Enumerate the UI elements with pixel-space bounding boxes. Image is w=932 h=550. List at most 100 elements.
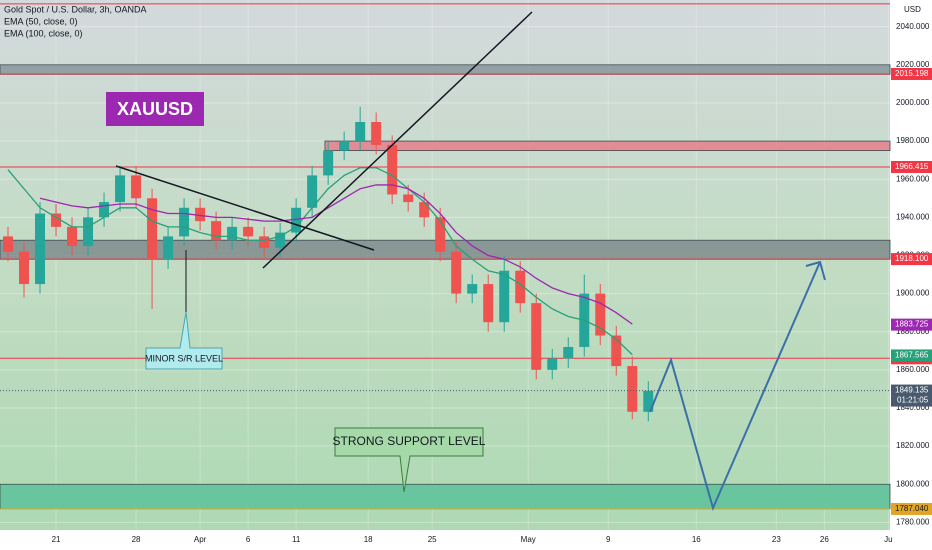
candle-body	[67, 226, 78, 246]
candle-body	[499, 270, 510, 323]
y-tick-label: 2020.000	[896, 60, 930, 69]
last-price-label: 1849.135	[895, 386, 929, 395]
candle-body	[435, 217, 446, 252]
candle-body	[227, 226, 238, 241]
projection	[649, 261, 821, 511]
symbol-badge	[106, 92, 204, 126]
candle-body	[323, 150, 334, 176]
x-tick-label: 23	[772, 535, 781, 544]
y-tick-label: 1960.000	[896, 174, 930, 183]
ema-label: 1867.565	[895, 351, 929, 360]
ema-label-bg	[891, 349, 932, 362]
candle-body	[35, 213, 46, 285]
candle-body	[307, 175, 318, 208]
candle-body	[563, 346, 574, 359]
candle-body	[259, 236, 270, 248]
candle-body	[483, 284, 494, 323]
candle-body	[131, 175, 142, 199]
x-tick-label: 11	[292, 535, 301, 544]
price-axis	[890, 0, 932, 550]
candle-body	[291, 207, 302, 233]
last-price-bg	[891, 384, 932, 407]
symbol-label: XAUUSD	[117, 99, 193, 119]
zone	[324, 140, 891, 152]
level-label-bg	[891, 253, 932, 266]
x-tick-label: 16	[692, 535, 701, 544]
level-label-bg	[891, 502, 932, 515]
candle-body	[387, 144, 398, 195]
x-tick-label: 25	[428, 535, 437, 544]
y-tick-label: 1880.000	[896, 327, 930, 336]
callout	[145, 311, 223, 370]
trendline	[115, 165, 375, 251]
level-label: 1966.415	[895, 162, 929, 171]
countdown-label: 01:21:05	[897, 396, 929, 405]
candle-body	[99, 202, 110, 218]
level-label-bg	[891, 67, 932, 80]
candle-body	[243, 226, 254, 237]
y-tick-label: 1980.000	[896, 136, 930, 145]
currency-label: USD	[904, 5, 921, 14]
candle-body	[3, 236, 14, 252]
level-label: 2015.198	[895, 69, 929, 78]
y-tick-label: 1840.000	[896, 403, 930, 412]
candle-body	[467, 284, 478, 294]
x-tick-label: May	[521, 535, 536, 544]
candle-body	[179, 207, 190, 237]
candle-body	[611, 335, 622, 367]
x-tick-label: Apr	[194, 535, 207, 544]
candle-body	[211, 221, 222, 241]
indicator-label: EMA (100, close, 0)	[4, 28, 83, 38]
candle-body	[51, 213, 62, 227]
candle-body	[195, 207, 206, 222]
candle-body	[115, 175, 126, 203]
level-label: 1918.100	[895, 254, 929, 263]
candle-body	[595, 293, 606, 336]
candle-body	[451, 251, 462, 294]
y-tick-label: 2000.000	[896, 98, 930, 107]
callout	[334, 427, 484, 493]
x-tick-label: 18	[364, 535, 373, 544]
chart-title: Gold Spot / U.S. Dollar, 3h, OANDA	[4, 4, 147, 14]
x-tick-label: 21	[52, 535, 61, 544]
candle-body	[627, 366, 638, 412]
projection-arrow	[805, 260, 826, 281]
ema-line	[39, 184, 633, 325]
y-tick-label: 1780.000	[896, 517, 930, 526]
x-tick-label: 6	[246, 535, 251, 544]
zone	[0, 483, 891, 510]
x-tick-label: 28	[132, 535, 141, 544]
time-axis	[0, 530, 890, 550]
candle-body	[163, 236, 174, 260]
x-tick-label: 9	[606, 535, 611, 544]
y-tick-label: 1800.000	[896, 479, 930, 488]
ema-label: 1883.725	[895, 320, 929, 329]
candle-body	[275, 232, 286, 248]
candle-body	[515, 270, 526, 304]
candle-body	[83, 217, 94, 246]
callout-label: MINOR S/R LEVEL	[145, 353, 223, 363]
indicator-label: EMA (50, close, 0)	[4, 16, 78, 26]
x-tick-label: 26	[820, 535, 829, 544]
candle-body	[531, 303, 542, 370]
zone	[0, 64, 891, 75]
candle-body	[339, 141, 350, 151]
y-tick-label: 2040.000	[896, 22, 930, 31]
y-tick-label: 1900.000	[896, 289, 930, 298]
candle-body	[403, 194, 414, 203]
x-tick-label: Ju	[884, 535, 892, 544]
candle-body	[419, 202, 430, 218]
ema-line	[7, 167, 633, 356]
candle-body	[355, 122, 366, 142]
level-label: 1787.040	[895, 504, 929, 513]
candle-body	[147, 198, 158, 260]
y-tick-label: 1940.000	[896, 212, 930, 221]
callout-label: STRONG SUPPORT LEVEL	[333, 434, 486, 448]
candle-body	[643, 390, 654, 412]
y-tick-label: 1860.000	[896, 365, 930, 374]
y-tick-label: 1820.000	[896, 441, 930, 450]
candle-body	[547, 358, 558, 370]
candle-body	[371, 122, 382, 145]
trendline	[262, 11, 533, 269]
